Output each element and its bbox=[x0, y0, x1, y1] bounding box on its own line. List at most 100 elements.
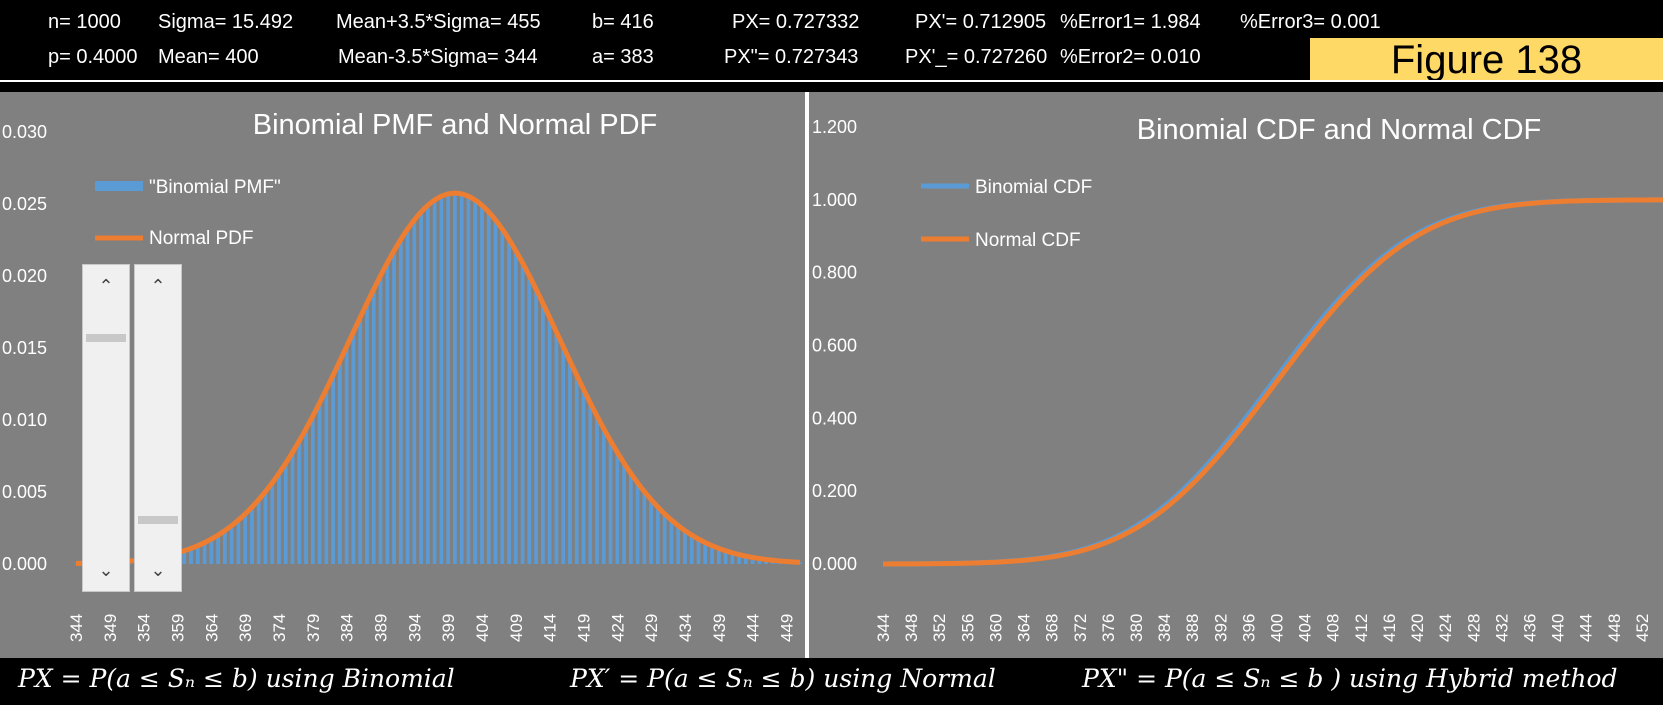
y-tick-label: 0.030 bbox=[2, 122, 47, 142]
pmf-bar bbox=[527, 275, 532, 564]
pmf-bar bbox=[459, 193, 464, 564]
scroll-a-thumb[interactable] bbox=[86, 333, 126, 342]
pmf-bar bbox=[581, 389, 586, 564]
panel-divider bbox=[805, 92, 809, 658]
scroll-a-up-icon[interactable]: ⌃ bbox=[98, 276, 114, 296]
normal-pdf-line bbox=[75, 190, 801, 566]
pmf-bar bbox=[243, 513, 248, 564]
x-tick-label: 432 bbox=[1492, 614, 1511, 642]
pmf-bar bbox=[371, 289, 376, 564]
pmf-bar bbox=[574, 375, 579, 564]
pmf-bar bbox=[338, 360, 342, 564]
pmf-bar bbox=[297, 440, 302, 564]
x-tick-label: 420 bbox=[1408, 614, 1427, 642]
y-tick-label: 0.000 bbox=[2, 554, 47, 574]
pmf-bar bbox=[588, 402, 593, 564]
x-tick-label: 369 bbox=[236, 614, 255, 642]
y-tick-label: 0.020 bbox=[2, 266, 47, 286]
pmf-bar bbox=[263, 491, 268, 564]
x-tick-label: 376 bbox=[1099, 614, 1118, 642]
stat-px-prime: PX'= 0.712905 bbox=[915, 11, 1047, 33]
pmf-bar bbox=[236, 520, 241, 564]
x-tick-label: 364 bbox=[202, 614, 221, 642]
pmf-bar bbox=[710, 545, 714, 564]
scrollbar-b[interactable]: ⌃ ⌄ bbox=[134, 264, 182, 592]
pmf-bar bbox=[601, 428, 606, 564]
x-tick-label: 394 bbox=[405, 614, 424, 642]
pmf-bar bbox=[283, 463, 288, 564]
pmf-bar bbox=[513, 250, 518, 564]
x-tick-label: 384 bbox=[1155, 614, 1174, 642]
pmf-bar bbox=[412, 219, 417, 564]
x-tick-label: 428 bbox=[1464, 614, 1483, 642]
x-tick-label: 388 bbox=[1183, 614, 1202, 642]
stat-px-hybrid: PX"= 0.727343 bbox=[724, 46, 859, 68]
x-tick-label: 434 bbox=[676, 614, 695, 642]
pmf-bar bbox=[757, 558, 762, 564]
pmf-bar bbox=[453, 193, 457, 565]
scroll-b-down-icon[interactable]: ⌄ bbox=[150, 560, 166, 580]
x-tick-label: 360 bbox=[986, 614, 1005, 642]
normal-cdf-line bbox=[882, 197, 1663, 567]
legend-label-binomial-cdf: Binomial CDF bbox=[975, 177, 1092, 198]
stat-mean-plus: Mean+3.5*Sigma= 455 bbox=[336, 11, 541, 33]
pmf-bar bbox=[290, 452, 295, 564]
x-tick-label: 356 bbox=[958, 614, 977, 642]
x-tick-label: 439 bbox=[710, 614, 729, 642]
pmf-bar bbox=[216, 535, 220, 564]
x-tick-label: 359 bbox=[168, 614, 187, 642]
x-tick-label: 399 bbox=[439, 614, 458, 642]
scroll-a-down-icon[interactable]: ⌄ bbox=[98, 560, 114, 580]
scroll-b-thumb[interactable] bbox=[138, 516, 178, 525]
pmf-bar bbox=[615, 452, 620, 564]
pmf-bar bbox=[689, 535, 694, 564]
x-tick-label: 349 bbox=[101, 614, 120, 642]
pmf-bar bbox=[365, 303, 369, 564]
pmf-bar bbox=[270, 482, 275, 564]
x-tick-label: 414 bbox=[541, 614, 560, 642]
scrollbar-a[interactable]: ⌃ ⌄ bbox=[82, 264, 130, 592]
y-tick-label: 0.015 bbox=[2, 338, 47, 358]
pmf-bar bbox=[744, 556, 748, 564]
x-tick-label: 344 bbox=[874, 614, 893, 642]
x-tick-label: 396 bbox=[1239, 614, 1258, 642]
pmf-bar bbox=[730, 552, 735, 564]
stat-p: p= 0.4000 bbox=[48, 46, 138, 68]
x-tick-label: 374 bbox=[270, 614, 289, 642]
x-tick-label: 352 bbox=[930, 614, 949, 642]
pmf-bar bbox=[568, 360, 572, 564]
pmf-bar bbox=[351, 331, 356, 564]
pmf-bar bbox=[750, 557, 755, 564]
pmf-bar bbox=[622, 463, 626, 564]
pmf-bar bbox=[250, 507, 254, 564]
pmf-bar bbox=[473, 200, 478, 564]
pmf-bar bbox=[222, 530, 227, 564]
x-tick-label: 452 bbox=[1633, 614, 1652, 642]
pmf-bar bbox=[486, 211, 491, 564]
pmf-bar bbox=[189, 548, 193, 564]
pmf-bar bbox=[561, 346, 566, 564]
x-tick-label: 444 bbox=[744, 614, 763, 642]
x-tick-label: 416 bbox=[1380, 614, 1399, 642]
cdf-chart-panel: 0.000 0.200 0.400 0.600 0.800 1.000 1.200 344 34… bbox=[809, 92, 1663, 658]
pmf-bar bbox=[547, 317, 552, 564]
pmf-bar bbox=[405, 229, 410, 564]
pmf-bar bbox=[385, 262, 390, 564]
pmf-bar bbox=[202, 542, 207, 564]
y-tick-label: 0.010 bbox=[2, 410, 47, 430]
pmf-bar bbox=[419, 211, 423, 564]
formula-hybrid: PX" = P(a ≤ Sₙ ≤ b ) using Hybrid method bbox=[1082, 664, 1618, 693]
pmf-chart: 0.000 0.005 0.010 0.015 0.020 0.025 0.030 344 34… bbox=[2, 109, 802, 642]
pmf-bar bbox=[595, 416, 599, 564]
binomial-cdf-line bbox=[882, 197, 1663, 567]
formula-binomial: PX = P(a ≤ Sₙ ≤ b) using Binomial bbox=[18, 664, 455, 693]
x-tick-label: 384 bbox=[338, 614, 357, 642]
scroll-b-up-icon[interactable]: ⌃ bbox=[150, 276, 166, 296]
x-tick-label: 436 bbox=[1520, 614, 1539, 642]
pmf-bar bbox=[723, 550, 728, 564]
legend-label-normal-pdf: Normal PDF bbox=[149, 228, 254, 249]
x-tick-label: 404 bbox=[1296, 614, 1315, 642]
pmf-bar bbox=[182, 550, 187, 564]
pmf-bar bbox=[480, 205, 484, 564]
y-tick-label: 0.400 bbox=[812, 408, 857, 428]
